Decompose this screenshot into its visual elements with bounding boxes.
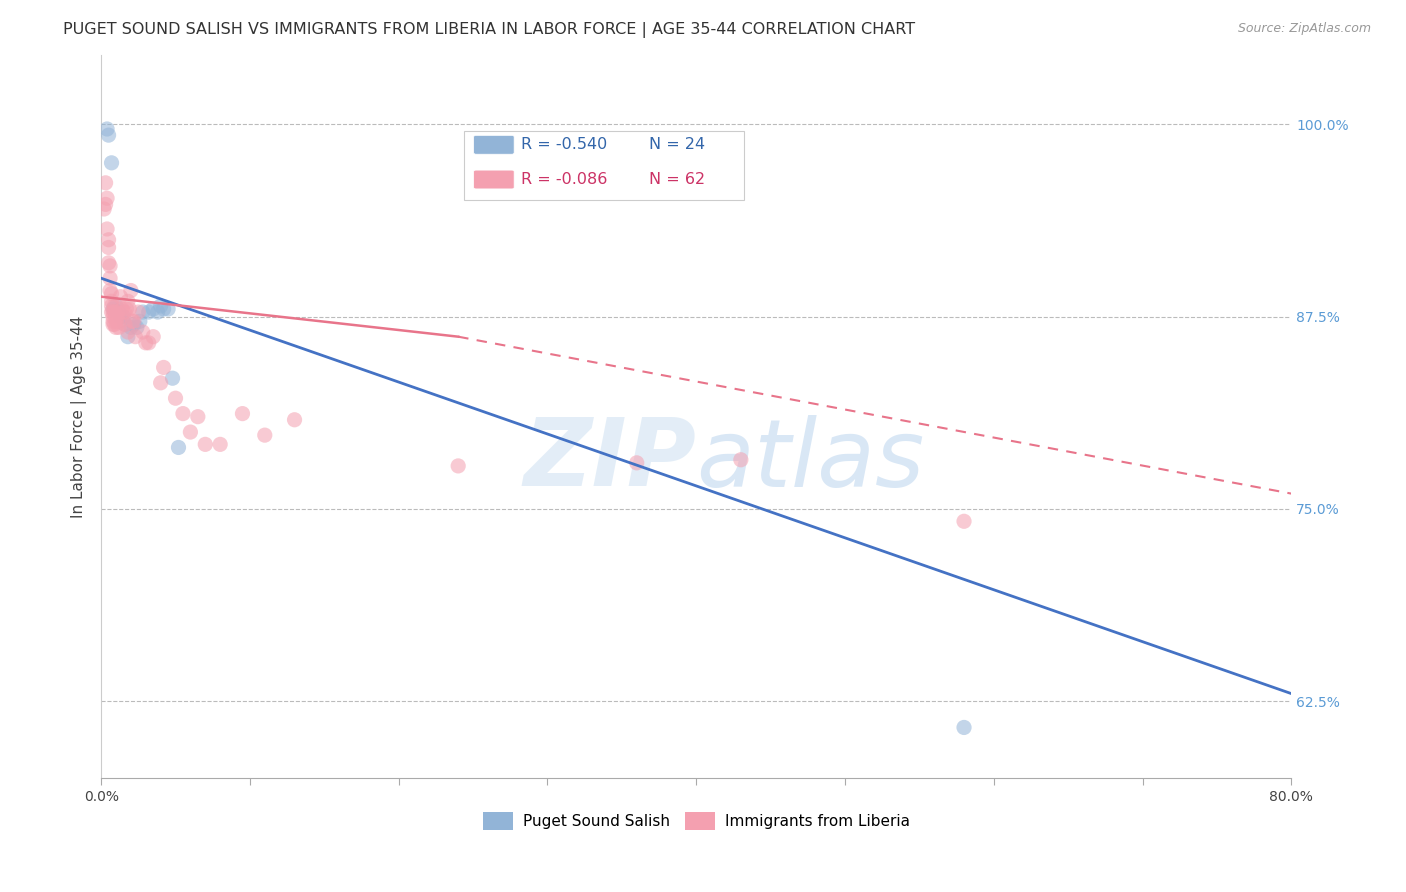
Point [142,329,165,343]
Point [209,437,232,451]
Point [97,233,120,247]
Point [110,310,132,324]
Point [100,286,122,301]
Point [103,305,125,319]
Point [98,284,121,298]
Text: N = 62: N = 62 [648,172,704,187]
Point [96,191,118,205]
Point [142,301,165,316]
Point [100,305,122,319]
Point [93,202,115,216]
Point [117,325,139,339]
Point [101,310,124,324]
Point [101,314,124,328]
Text: R = -0.086: R = -0.086 [522,172,607,187]
Point [110,290,132,304]
Point [122,318,145,332]
Point [103,318,125,332]
Point [953,721,976,735]
Text: N = 24: N = 24 [648,137,704,153]
Point [98,271,121,285]
Point [124,329,146,343]
Point [118,301,141,316]
Point [152,301,174,316]
Point [121,314,143,328]
FancyBboxPatch shape [464,131,744,200]
Point [105,314,128,328]
Point [135,335,157,350]
Point [98,259,121,273]
Point [953,514,976,528]
Text: ZIP: ZIP [523,414,696,506]
Point [97,256,120,270]
Point [97,128,120,143]
Point [108,305,131,319]
Text: Source: ZipAtlas.com: Source: ZipAtlas.com [1237,22,1371,36]
Point [167,441,190,455]
Point [101,301,124,316]
Point [138,335,160,350]
Point [187,409,209,424]
Text: PUGET SOUND SALISH VS IMMIGRANTS FROM LIBERIA IN LABOR FORCE | AGE 35-44 CORRELA: PUGET SOUND SALISH VS IMMIGRANTS FROM LI… [63,22,915,38]
Point [162,371,184,385]
Point [115,301,138,316]
Point [107,310,129,324]
Point [149,299,172,313]
Point [730,452,752,467]
Point [103,299,125,313]
Point [96,222,118,236]
Point [120,284,142,298]
Point [112,310,135,324]
Point [146,305,169,319]
Y-axis label: In Labor Force | Age 35-44: In Labor Force | Age 35-44 [72,316,87,518]
Point [105,320,128,334]
Point [108,320,131,334]
FancyBboxPatch shape [474,170,515,189]
Point [157,301,180,316]
Point [165,391,187,405]
Point [108,314,131,328]
FancyBboxPatch shape [474,136,515,154]
Point [101,318,124,332]
Point [122,314,145,328]
Point [231,407,253,421]
Point [132,325,155,339]
Point [117,294,139,309]
Point [626,456,648,470]
Point [253,428,276,442]
Point [149,376,172,390]
Point [132,305,155,319]
Legend: Puget Sound Salish, Immigrants from Liberia: Puget Sound Salish, Immigrants from Libe… [477,805,915,836]
Point [94,176,117,190]
Point [128,314,150,328]
Point [125,320,148,334]
Point [194,437,217,451]
Point [107,305,129,319]
Point [283,413,305,427]
Text: R = -0.540: R = -0.540 [522,137,607,153]
Point [117,329,139,343]
Point [100,294,122,309]
Point [152,360,174,375]
Point [172,407,194,421]
Point [100,156,122,170]
Point [111,301,134,316]
Point [114,305,136,319]
Point [112,305,135,319]
Text: atlas: atlas [696,415,925,506]
Point [447,458,470,473]
Point [138,305,160,319]
Point [97,240,120,254]
Point [127,305,149,319]
Point [96,122,118,136]
Point [101,305,124,319]
Point [105,310,128,324]
Point [105,299,128,313]
Point [94,197,117,211]
Point [179,425,201,439]
Point [114,318,136,332]
Point [100,299,122,313]
Point [114,318,136,332]
Point [120,320,142,334]
